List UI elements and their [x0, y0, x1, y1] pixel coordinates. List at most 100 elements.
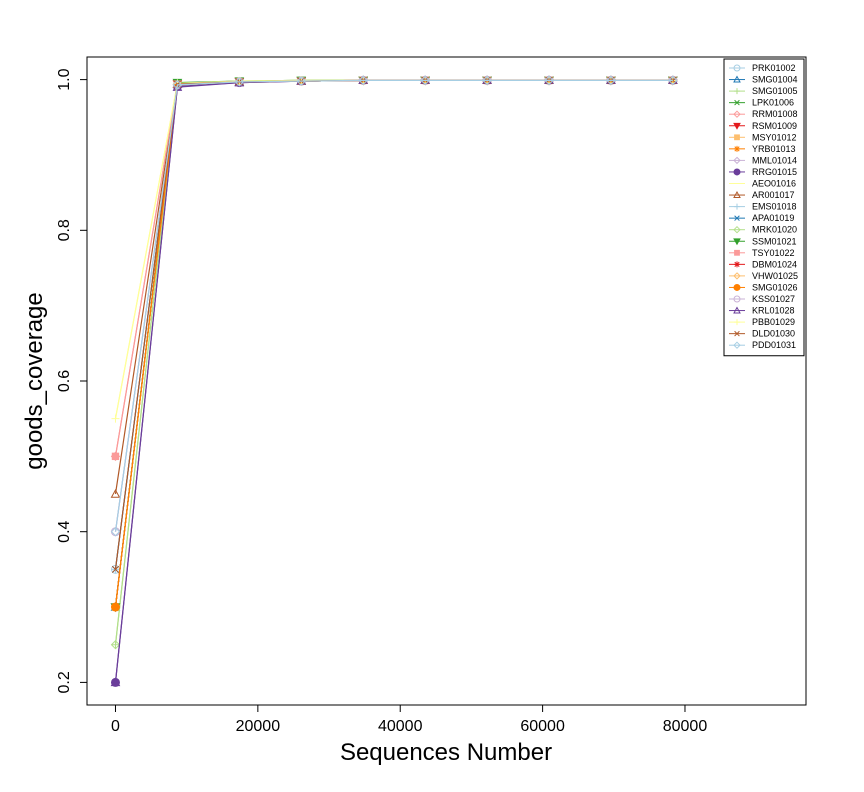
legend-marker: [733, 225, 741, 234]
legend-entry: SMG01004: [729, 75, 798, 85]
series-MML01014: [110, 75, 678, 537]
legend-label: PRK01002: [752, 63, 796, 73]
legend-marker: [734, 145, 740, 152]
legend-label: LPK01006: [752, 98, 794, 108]
legend-marker: [733, 75, 741, 83]
series-line: [114, 79, 673, 532]
legend-entry: DLD01030: [729, 329, 795, 339]
data-point: [110, 602, 120, 612]
series-SSM01021: [110, 76, 678, 613]
legend-label: PDD01031: [752, 340, 796, 350]
x-tick-label: 20000: [236, 718, 281, 735]
series-AR001017: [110, 75, 678, 498]
legend-label: DLD01030: [752, 329, 795, 339]
data-point: [358, 75, 368, 86]
series-RRG01015: [110, 75, 678, 687]
legend-label: RSM01009: [752, 121, 797, 131]
legend-marker: [733, 122, 741, 130]
legend-entry: MSY01012: [729, 132, 797, 142]
legend-entry: PRK01002: [729, 63, 796, 73]
series-line: [114, 79, 673, 608]
data-point: [111, 452, 120, 461]
legend-entry: SSM01021: [729, 236, 797, 246]
series-line: [114, 79, 673, 683]
legend-marker: [733, 306, 741, 314]
series-DLD01030: [111, 76, 677, 573]
series-line: [114, 79, 673, 608]
legend-label: KRL01028: [752, 306, 795, 316]
legend-marker: [734, 261, 740, 268]
legend-marker: [733, 156, 741, 165]
legend-entry: MML01014: [729, 155, 797, 165]
y-tick-label: 1.0: [56, 68, 73, 90]
y-tick-label: 0.4: [56, 520, 73, 542]
legend-label: EMS01018: [752, 202, 797, 212]
series-PBB01029: [111, 76, 677, 423]
legend-marker: [734, 134, 740, 141]
series-YRB01013: [111, 76, 677, 612]
axes-layer: 0 20000 40000 60000 80000 0.2 0.4 0.6 0.8 1.0: [56, 68, 707, 735]
series-line: [114, 79, 673, 419]
y-tick-label: 0.8: [56, 219, 73, 241]
data-point: [668, 75, 678, 86]
data-point: [420, 75, 430, 86]
y-axis-title: goods_coverage: [21, 292, 48, 469]
series-SMG01004: [110, 75, 678, 611]
legend-label: APA01019: [752, 213, 794, 223]
legend-label: PBB01029: [752, 317, 795, 327]
legend-entry: DBM01024: [729, 259, 797, 269]
y-tick-label: 0.2: [56, 671, 73, 693]
legend-label: YRB01013: [752, 144, 796, 154]
data-point: [111, 414, 120, 423]
y-tick-label: 0.6: [56, 370, 73, 392]
legend-marker: [733, 283, 741, 291]
data-point: [172, 80, 183, 90]
legend-label: SMG01005: [752, 86, 798, 96]
series-line: [114, 79, 673, 608]
legend-marker: [733, 238, 741, 246]
legend-entry: EMS01018: [729, 202, 797, 212]
legend-entry: LPK01006: [729, 98, 794, 108]
legend-entry: PDD01031: [729, 340, 796, 350]
x-tick-label: 40000: [378, 718, 423, 735]
legend-entry: KSS01027: [729, 294, 795, 304]
series-RSM01009: [110, 76, 678, 613]
legend-entry: SMG01005: [729, 86, 798, 96]
series-line: [114, 79, 673, 457]
legend-marker: [734, 330, 740, 337]
series-line: [114, 79, 673, 495]
legend-entry: RRG01015: [729, 167, 797, 177]
series-line: [114, 79, 673, 608]
series-line: [114, 79, 673, 645]
data-point: [606, 75, 616, 86]
series-line: [114, 79, 673, 457]
series-line: [114, 79, 673, 570]
legend-marker: [734, 203, 740, 210]
x-tick-label: 0: [111, 718, 120, 735]
legend-entry: PBB01029: [729, 317, 795, 327]
legend-marker: [733, 295, 741, 303]
legend-marker: [733, 191, 741, 198]
series-KRL01028: [110, 75, 678, 687]
series-line: [114, 79, 673, 608]
data-point: [544, 75, 554, 86]
legend-marker: [734, 319, 740, 326]
x-axis-title: Sequences Number: [340, 739, 552, 766]
legend-label: RRG01015: [752, 167, 797, 177]
legend-marker: [733, 272, 741, 280]
data-point: [234, 77, 245, 87]
series-line: [114, 79, 673, 608]
data-point: [482, 75, 492, 86]
series-TSY01022: [111, 76, 677, 461]
series-LPK01006: [111, 76, 677, 611]
series-layer: [110, 75, 678, 687]
legend-label: AEO01016: [752, 179, 796, 189]
legend-label: DBM01024: [752, 259, 797, 269]
series-KSS01027: [110, 75, 678, 537]
legend-marker: [733, 168, 741, 176]
series-MRK01020: [110, 75, 678, 650]
legend-label: TSY01022: [752, 248, 795, 258]
legend-marker: [733, 110, 741, 118]
